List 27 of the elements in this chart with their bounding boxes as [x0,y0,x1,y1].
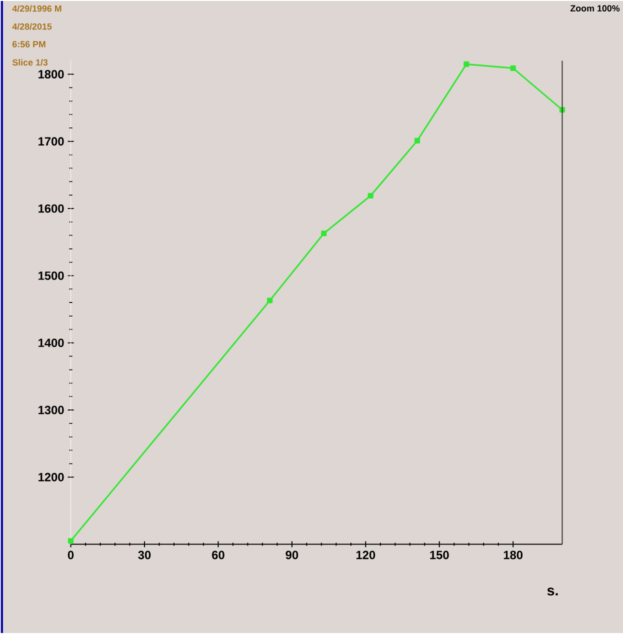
x-tick-label: 150 [430,550,449,560]
y-tick-label: 1200 [38,472,64,482]
point [510,65,516,71]
point [368,192,374,199]
point [321,230,327,236]
x-tick-label: 60 [212,550,224,560]
x-axis-title: s. [547,588,558,596]
y-tick-label: 1600 [38,204,64,213]
y-tick-label: 1700 [38,137,64,146]
text: 4/28/2015 [12,23,52,30]
x-tick-label: 0 [68,550,74,560]
point [267,298,273,304]
y-tick-label: 1300 [38,406,64,414]
text: Slice 1/3 [12,59,48,66]
point [68,538,74,544]
text: Zoom 100% [570,5,620,12]
x-tick-label: 30 [138,550,151,560]
text: 6:56 PM [12,41,46,48]
y-tick-label: 1400 [38,338,64,348]
x-tick-label: 120 [356,550,376,560]
x-tick-label: 180 [504,550,523,560]
point [414,138,420,144]
x-tick-label: 90 [286,550,298,560]
text: 4/29/1996 M [12,5,62,12]
y-tick-label: 1500 [38,271,64,280]
y-tick-label: 1800 [38,70,64,78]
point [464,61,470,67]
